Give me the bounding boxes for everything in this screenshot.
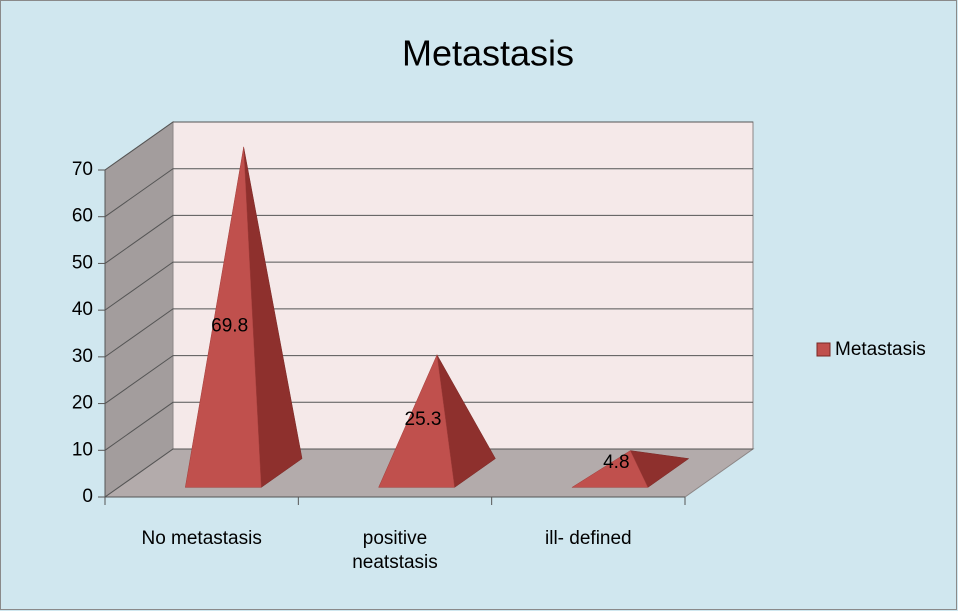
grid-line (104, 168, 753, 218)
y-tick-label: 30 (72, 346, 93, 367)
legend-swatch (816, 342, 831, 357)
grid-line (104, 261, 753, 311)
y-tick-label: 40 (72, 299, 93, 320)
y-tick-label: 0 (82, 486, 93, 507)
pyramid-front (571, 450, 649, 488)
pyramid-front (184, 146, 262, 488)
x-tick-label: positive neatstasis (352, 528, 438, 573)
y-tick-label: 60 (72, 206, 93, 227)
grid-line (104, 448, 753, 498)
y-tick-label: 20 (72, 393, 93, 414)
y-tick-label: 10 (72, 439, 93, 460)
grid-line (104, 308, 753, 358)
chart-title: Metastasis (402, 33, 574, 74)
data-label: 4.8 (603, 452, 629, 473)
grid-line (104, 355, 753, 404)
grid-line (104, 121, 753, 171)
grid-line (104, 214, 753, 264)
legend-label: Metastasis (835, 339, 926, 360)
grid-line (104, 401, 753, 451)
pyramid-front (378, 353, 455, 488)
x-tick-label: No metastasis (141, 528, 262, 549)
data-label: 69.8 (211, 315, 248, 336)
x-tick-label: ill- defined (545, 528, 632, 549)
data-label: 25.3 (405, 409, 442, 430)
side-wall (104, 121, 174, 498)
y-tick-label: 70 (72, 159, 93, 180)
y-tick-label: 50 (72, 252, 93, 273)
